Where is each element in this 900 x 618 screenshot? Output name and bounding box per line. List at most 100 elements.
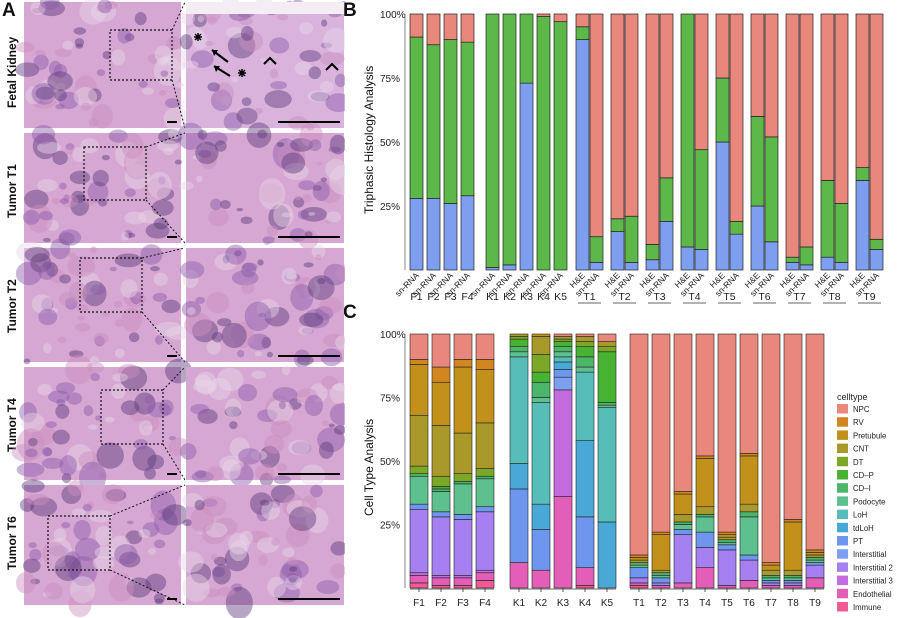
bar-segment-interstitial (694, 249, 709, 271)
tissue-blob (87, 181, 109, 203)
bar-segment-cnt (509, 333, 529, 337)
bar-segment-rv (475, 359, 495, 370)
legend-swatch (837, 588, 848, 599)
tissue-blob (30, 0, 46, 16)
tissue-blob (279, 563, 302, 586)
tissue-blob (206, 292, 230, 314)
tissue-blob (16, 241, 44, 263)
tissue-blob (134, 392, 156, 415)
bar-segment-interstitial (750, 205, 765, 271)
bar-segment-endothelial (805, 577, 825, 589)
chart-c-bar-T6: T6 (739, 333, 759, 609)
tissue-blob (299, 22, 313, 35)
bar-segment-dt (509, 336, 529, 340)
inset-connector (171, 1, 186, 31)
legend-label: DT (853, 458, 864, 467)
tissue-blob (114, 348, 125, 358)
tissue-blob (288, 398, 302, 410)
bar-segment-interstitial-3 (553, 389, 573, 497)
tissue-blob (258, 554, 268, 566)
tissue-blob (163, 106, 189, 131)
tissue-blob (55, 382, 76, 395)
tissue-blob (330, 563, 345, 579)
tissue-blob (285, 523, 310, 548)
chart-c-bar-T7: T7 (761, 333, 781, 609)
tissue-blob (259, 472, 273, 487)
tissue-blob (145, 222, 170, 239)
tissue-blob (75, 43, 84, 49)
tissue-blob (158, 176, 166, 185)
bar-segment-pt (553, 369, 573, 378)
tissue-blob (88, 88, 102, 102)
tissue-blob (82, 503, 92, 512)
tissue-blob (58, 91, 79, 110)
bar-segment-interstitial-3 (409, 572, 429, 576)
tissue-blob (194, 374, 212, 388)
tissue-blob (287, 557, 298, 566)
chart-b-ytick-label: 100% (380, 10, 406, 21)
tissue-blob (144, 467, 156, 480)
bar-segment-npc (739, 333, 759, 454)
tissue-blob (192, 12, 207, 28)
tissue-blob (37, 383, 53, 396)
bar-segment-podocyte (673, 524, 693, 530)
tissue-blob (302, 194, 312, 203)
tissue-blob (90, 284, 106, 295)
tissue-blob (95, 5, 108, 12)
tissue-blob (317, 427, 345, 453)
tissue-blob (277, 142, 306, 170)
bar-segment-interstitial-2 (739, 559, 759, 581)
tissue-blob (205, 522, 228, 538)
tissue-blob (268, 204, 290, 230)
tissue-blob (50, 238, 71, 260)
bar-segment-pt (783, 580, 803, 584)
tissue-blob (121, 132, 144, 159)
bar-segment-epithelial (426, 44, 441, 199)
bar-segment-blastema (624, 13, 639, 217)
bar-segment-epithelial (750, 116, 765, 207)
tissue-blob (129, 405, 145, 422)
bar-segment-npc (553, 333, 573, 337)
tissue-blob (48, 545, 69, 557)
tissue-blob (153, 55, 182, 86)
tissue-blob (226, 26, 244, 39)
tissue-blob (76, 304, 89, 313)
bar-segment-pt (575, 516, 595, 568)
tissue-blob (92, 556, 115, 571)
tissue-blob (147, 53, 164, 65)
bar-segment-cd-p (509, 338, 529, 348)
chart-b-group-label: K3 (520, 291, 533, 303)
tissue-blob (132, 291, 144, 299)
bar-segment-dt (475, 468, 495, 477)
tissue-blob (318, 441, 334, 459)
tissue-blob (123, 290, 146, 308)
tissue-blob (202, 498, 218, 508)
tissue-blob (251, 370, 267, 379)
tissue-blob (329, 383, 345, 404)
tissue-blob (223, 112, 243, 131)
bar-segment-blastema (443, 13, 458, 40)
micrograph-2-low (22, 124, 184, 246)
tissue-blob (39, 211, 53, 221)
tissue-blob (42, 261, 56, 269)
tissue-blob (312, 185, 322, 192)
tissue-blob (156, 187, 175, 201)
bar-segment-dt (597, 346, 617, 353)
tissue-blob (213, 82, 234, 104)
tissue-blob (264, 394, 292, 426)
tissue-blob (281, 212, 292, 218)
bar-segment-epithelial (536, 16, 551, 271)
tissue-blob (93, 332, 109, 345)
inset-box (79, 257, 143, 313)
bar-segment-endothelial (453, 577, 473, 586)
tissue-blob (282, 547, 295, 558)
bar-segment-blastema (750, 13, 765, 117)
tissue-blob (15, 62, 40, 77)
bar-segment-epithelial (443, 39, 458, 204)
tissue-blob (47, 71, 73, 91)
chart-b-group-label: F4 (461, 291, 473, 303)
